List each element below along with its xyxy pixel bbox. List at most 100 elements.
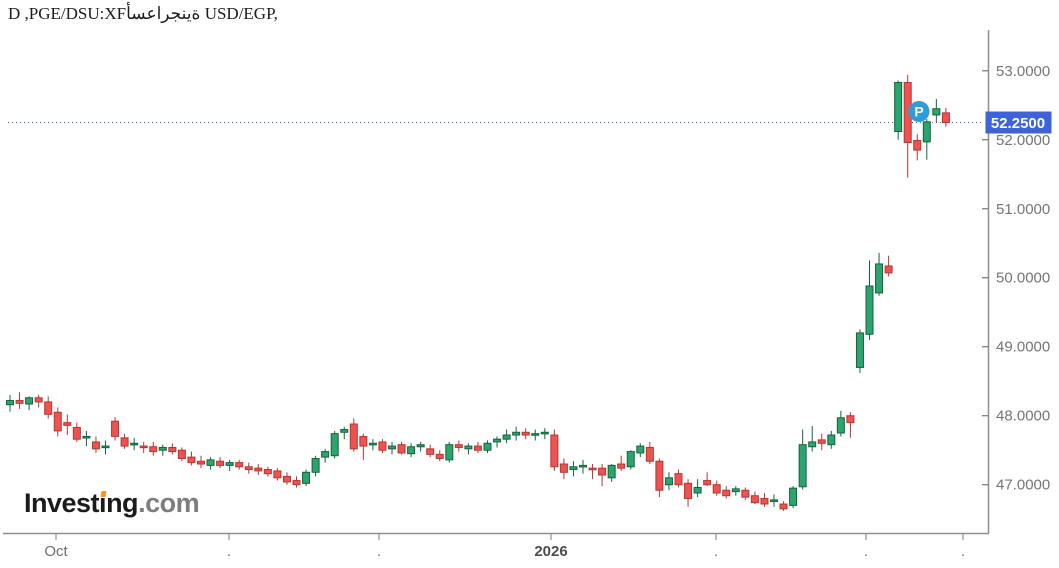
x-tick-label: .: [227, 543, 231, 560]
candle-body: [846, 415, 855, 424]
candle-body: [273, 470, 282, 479]
candle-body: [569, 466, 578, 471]
candle-body: [120, 437, 129, 447]
candle-body: [598, 467, 607, 476]
candle-body: [712, 484, 721, 494]
x-tick-label: Oct: [44, 543, 68, 560]
candle-body: [130, 442, 139, 446]
candle-body: [368, 442, 377, 446]
x-tick-label: 2026: [534, 543, 567, 560]
candle-body: [454, 444, 463, 448]
y-tick-label: 47.0000: [996, 477, 1050, 494]
candle-body: [168, 446, 177, 453]
candle-body: [894, 82, 903, 132]
candle-body: [187, 456, 196, 464]
chart-title: D ,PGE/DSU:XFةينجراعسأ USD/EGP,: [8, 4, 278, 23]
logo-orange-dot-icon: [100, 491, 106, 497]
logo-letter-i: ı: [99, 488, 107, 518]
candle-body: [63, 422, 72, 426]
candle-body: [884, 265, 893, 274]
candle-body: [101, 445, 110, 449]
candle-body: [531, 433, 540, 436]
x-axis[interactable]: Oct.. 2026...: [44, 534, 965, 560]
candle-body: [321, 451, 330, 458]
y-tick-label: 50.0000: [996, 270, 1050, 287]
y-tick-label: 51.0000: [996, 201, 1050, 218]
candle-body: [559, 463, 568, 473]
candle-body: [435, 453, 444, 459]
candle-body: [302, 471, 311, 484]
candle-body: [292, 480, 301, 486]
price-tag-value: 52.2500: [991, 115, 1045, 132]
x-tick-label: .: [714, 543, 718, 560]
candle-body: [750, 495, 759, 504]
candle-body: [502, 434, 511, 440]
candle-body: [645, 446, 654, 462]
candle-body: [388, 445, 396, 450]
candle-body: [483, 442, 492, 451]
logo-suffix: .com: [138, 488, 200, 518]
candle-body: [235, 462, 244, 468]
candle-body: [282, 475, 291, 483]
candle-body: [82, 435, 91, 439]
position-marker-circle: [908, 100, 930, 122]
candle-body: [426, 448, 435, 455]
price-tag-bg: [985, 111, 1052, 134]
candle-body: [875, 263, 884, 294]
candle-body: [922, 121, 931, 143]
candle-body: [111, 420, 120, 437]
y-axis[interactable]: 53.0000 52.0000 51.0000 50.0000 49.0000 48.00…: [982, 63, 1050, 494]
logo-text-part1: Invest: [24, 488, 100, 518]
candle-body: [693, 486, 702, 494]
candle-body: [521, 431, 530, 436]
candle-body: [139, 445, 148, 449]
candle-body: [626, 451, 635, 468]
candle-body: [34, 397, 43, 403]
candle-body: [15, 400, 24, 404]
candle-body: [655, 460, 664, 491]
investing-logo: Investı ng.com: [24, 488, 200, 519]
candle-body: [311, 457, 320, 473]
candle-body: [216, 460, 225, 466]
y-tick-label: 49.0000: [996, 339, 1050, 356]
candle-body: [197, 460, 205, 465]
candle-body: [44, 401, 53, 415]
x-tick-label: .: [864, 543, 868, 560]
candle-body: [607, 464, 616, 479]
y-tick-label: 53.0000: [996, 63, 1050, 80]
candle-body: [941, 112, 950, 124]
x-tick-label: .: [961, 543, 965, 560]
candle-body: [397, 444, 406, 454]
candle-body: [445, 444, 454, 461]
candle-body: [664, 477, 673, 486]
candle-body: [855, 332, 864, 368]
candle-body: [913, 139, 922, 151]
candle-body: [225, 462, 234, 466]
candle-body: [588, 467, 597, 471]
candle-body: [407, 446, 416, 455]
position-marker-label: P: [914, 103, 923, 119]
candle-body: [550, 434, 559, 468]
candle-body: [53, 411, 62, 432]
candle-body: [817, 439, 826, 444]
candle-body: [741, 489, 750, 498]
candle-body: [340, 429, 349, 433]
candle-body: [91, 441, 100, 450]
candlestick-series: [6, 74, 950, 511]
y-tick-label: 52.0000: [996, 132, 1050, 149]
candle-body: [579, 464, 587, 468]
candle-body: [158, 446, 167, 451]
candle-body: [349, 423, 358, 450]
candle-body: [6, 400, 14, 406]
candle-body: [760, 498, 769, 505]
candle-body: [263, 469, 272, 475]
position-marker[interactable]: P: [908, 100, 930, 122]
candle-body: [254, 467, 263, 472]
candle-body: [808, 441, 817, 448]
candle-body: [636, 445, 645, 454]
candle-body: [617, 463, 626, 469]
candle-body: [244, 466, 253, 471]
candle-body: [72, 426, 81, 440]
